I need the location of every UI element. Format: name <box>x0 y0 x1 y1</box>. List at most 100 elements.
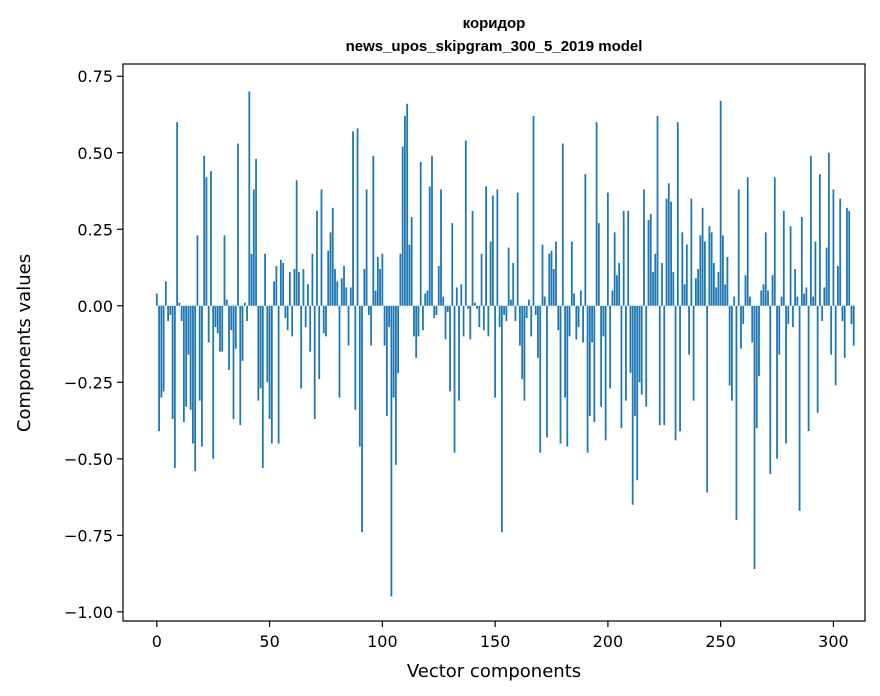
bar-147 <box>487 305 490 337</box>
bar-29 <box>221 305 224 352</box>
bar-244 <box>706 305 709 493</box>
bar-24 <box>210 171 212 306</box>
bar-308 <box>850 305 853 325</box>
bar-60 <box>291 305 294 337</box>
bar-239 <box>694 278 697 306</box>
bar-252 <box>724 284 727 306</box>
bar-27 <box>216 305 219 334</box>
bar-93 <box>365 189 368 306</box>
y-tick-label: −0.75 <box>64 526 113 545</box>
y-tick-label: 0.25 <box>77 220 113 239</box>
bar-235 <box>685 244 688 306</box>
bar-260 <box>742 305 745 325</box>
bar-47 <box>261 305 264 468</box>
bar-224 <box>661 262 663 306</box>
bar-138 <box>467 305 469 309</box>
bar-49 <box>266 305 269 383</box>
bar-57 <box>284 305 287 319</box>
bar-124 <box>435 305 438 315</box>
bar-13 <box>185 305 188 407</box>
bar-117 <box>419 161 422 306</box>
bar-182 <box>566 305 569 447</box>
bar-150 <box>494 305 497 398</box>
bar-282 <box>791 305 794 328</box>
bar-284 <box>796 296 799 306</box>
bar-216 <box>643 189 645 306</box>
bar-213 <box>636 305 639 481</box>
bar-133 <box>455 287 458 306</box>
bar-289 <box>807 305 810 432</box>
bar-166 <box>530 305 533 337</box>
chart-title-line2: news_upos_skipgram_300_5_2019 model <box>346 38 643 55</box>
bar-131 <box>451 223 454 306</box>
bar-42 <box>250 253 253 306</box>
bar-163 <box>523 305 526 401</box>
bar-52 <box>273 281 275 306</box>
bar-83 <box>343 265 345 306</box>
plot-frame <box>122 63 866 622</box>
bar-298 <box>828 152 830 306</box>
bar-87 <box>352 131 354 306</box>
bar-37 <box>239 305 242 426</box>
bar-58 <box>286 305 289 331</box>
bar-67 <box>307 284 309 306</box>
bar-266 <box>755 305 758 429</box>
bar-88 <box>354 305 357 410</box>
bar-118 <box>422 305 424 331</box>
bar-162 <box>521 305 524 380</box>
bar-84 <box>345 287 348 306</box>
bar-164 <box>525 305 528 319</box>
bar-43 <box>252 189 255 306</box>
bar-230 <box>674 305 677 441</box>
bar-123 <box>433 305 436 319</box>
bar-204 <box>616 275 618 306</box>
bar-215 <box>640 305 643 395</box>
bar-231 <box>676 122 679 306</box>
bar-261 <box>744 275 747 306</box>
bar-103 <box>388 305 391 328</box>
bar-144 <box>480 253 483 306</box>
bar-283 <box>794 269 796 306</box>
bar-2 <box>160 305 163 398</box>
bar-248 <box>715 287 718 306</box>
bar-136 <box>462 305 465 337</box>
bar-series <box>155 91 855 597</box>
bar-141 <box>473 302 476 306</box>
x-tick-label: 0 <box>152 632 162 651</box>
bar-89 <box>356 128 359 306</box>
bar-278 <box>782 210 785 306</box>
bar-85 <box>347 305 350 346</box>
bar-184 <box>570 241 573 306</box>
bar-201 <box>609 305 612 389</box>
bar-120 <box>426 290 429 306</box>
bar-32 <box>228 305 230 371</box>
bar-161 <box>519 305 521 346</box>
y-tick-label: −0.50 <box>64 450 113 469</box>
bar-264 <box>751 305 754 343</box>
bar-179 <box>559 305 562 444</box>
bar-169 <box>537 305 539 358</box>
bar-241 <box>699 235 702 306</box>
bar-79 <box>334 269 336 306</box>
bar-207 <box>622 210 625 306</box>
bar-106 <box>394 305 397 465</box>
bar-21 <box>203 155 206 306</box>
bar-165 <box>528 299 530 306</box>
bar-212 <box>634 305 636 416</box>
bar-272 <box>769 305 772 475</box>
bar-198 <box>602 305 605 337</box>
bar-194 <box>593 305 596 423</box>
bar-34 <box>232 305 235 420</box>
bar-90 <box>358 305 361 447</box>
bar-44 <box>255 158 257 306</box>
bar-132 <box>453 305 456 453</box>
bar-62 <box>295 180 298 306</box>
bar-167 <box>532 116 535 306</box>
bar-190 <box>584 174 587 306</box>
bar-142 <box>476 305 478 309</box>
bar-223 <box>658 305 661 426</box>
bar-210 <box>629 305 632 374</box>
bar-228 <box>670 201 672 306</box>
bar-35 <box>234 305 237 349</box>
bar-173 <box>546 305 548 438</box>
